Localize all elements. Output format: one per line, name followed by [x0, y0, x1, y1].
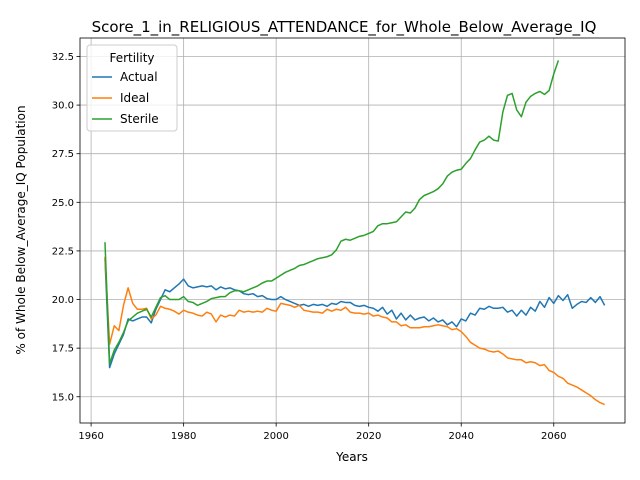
y-tick-label: 27.5 — [52, 149, 74, 160]
x-tick-label: 2000 — [263, 431, 288, 442]
y-tick-label: 17.5 — [52, 344, 74, 355]
gridlines — [80, 38, 625, 423]
legend-label-ideal: Ideal — [120, 91, 149, 105]
y-axis-label: % of Whole Below_Average_IQ Population — [14, 105, 28, 354]
legend-box — [86, 44, 178, 132]
axes: 1960 1980 2000 2020 2040 2060 15.0 17.5 20.0 22.5… — [52, 52, 567, 442]
x-tick-label: 2040 — [448, 431, 473, 442]
x-tick-label: 2020 — [356, 431, 381, 442]
legend-label-sterile: Sterile — [120, 112, 159, 126]
y-tick-label: 30.0 — [52, 101, 74, 112]
chart-title: Score_1_in_RELIGIOUS_ATTENDANCE_for_Whol… — [92, 18, 597, 37]
legend-label-actual: Actual — [120, 70, 158, 84]
series-line-ideal — [104, 256, 605, 406]
series-lines — [104, 60, 606, 406]
x-tick-label: 1980 — [171, 431, 196, 442]
legend: Fertility Actual Ideal Sterile — [86, 44, 178, 132]
x-tick-label: 2060 — [541, 431, 566, 442]
series-line-sterile — [104, 60, 560, 365]
y-tick-label: 32.5 — [52, 52, 74, 63]
y-tick-label: 25.0 — [52, 198, 74, 209]
series-line-actual — [104, 258, 606, 369]
x-axis-label: Years — [335, 450, 368, 464]
legend-title: Fertility — [109, 51, 154, 65]
plot-area-frame — [79, 37, 626, 424]
x-tick-label: 1960 — [78, 431, 103, 442]
y-tick-label: 15.0 — [52, 392, 74, 403]
y-tick-label: 22.5 — [52, 246, 74, 257]
y-tick-label: 20.0 — [52, 295, 74, 306]
